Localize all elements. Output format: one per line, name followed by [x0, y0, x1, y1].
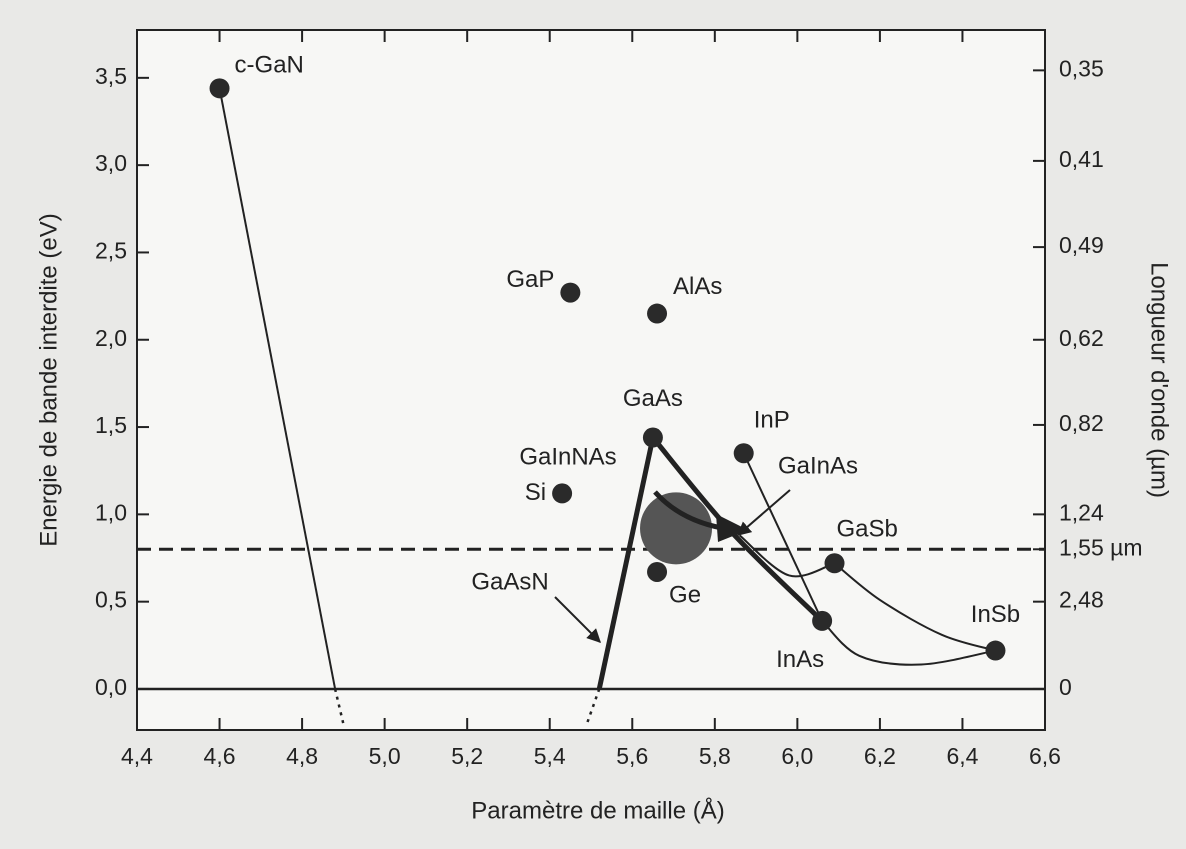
point: [560, 282, 581, 303]
x-tick-label: 5,8: [699, 743, 731, 769]
region-label: GaInNAs: [519, 443, 616, 470]
point-label: AlAs: [673, 273, 722, 300]
point: [647, 303, 668, 324]
point-label: GaSb: [837, 516, 898, 543]
curve: [333, 688, 345, 725]
y-tick-label: 1,0: [95, 499, 127, 525]
x-axis-label: Paramètre de maille (Å): [471, 796, 724, 824]
y2-tick-label: 0,41: [1059, 146, 1104, 172]
point-label: c-GaN: [235, 52, 304, 79]
plot-area: [136, 29, 1046, 731]
x-tick-label: 6,0: [781, 743, 813, 769]
x-tick-label: 5,6: [616, 743, 648, 769]
y2-tick-label: 0,62: [1059, 325, 1104, 351]
x-tick-label: 4,6: [204, 743, 236, 769]
curve: [585, 688, 601, 725]
point: [824, 553, 845, 574]
y2-tick-label: 0,82: [1059, 410, 1104, 436]
y-tick-label: 3,0: [95, 150, 127, 176]
annotation: GaInAs: [778, 452, 858, 479]
point-label: InSb: [971, 601, 1020, 628]
curve: [596, 437, 656, 690]
region-arrow: [653, 490, 723, 531]
y2-tick-label: 2,48: [1059, 587, 1104, 613]
point-label: Ge: [669, 581, 701, 608]
curve: [218, 88, 337, 690]
point: [209, 78, 230, 99]
x-tick-label: 5,4: [534, 743, 566, 769]
point-label: InP: [754, 407, 790, 434]
x-tick-label: 6,6: [1029, 743, 1061, 769]
y-tick-label: 3,5: [95, 63, 127, 89]
x-tick-label: 5,0: [369, 743, 401, 769]
point: [812, 610, 833, 631]
curve: [738, 534, 835, 578]
point-label: InAs: [776, 646, 824, 673]
point-label: GaP: [506, 266, 554, 293]
point: [985, 640, 1006, 661]
y2-tick-label: 1,55 µm: [1059, 534, 1143, 560]
y-tick-label: 0,0: [95, 674, 127, 700]
region: [640, 492, 713, 565]
point: [642, 427, 663, 448]
annotation: GaAsN: [471, 568, 548, 595]
x-tick-label: 5,2: [451, 743, 483, 769]
y-tick-label: 2,0: [95, 325, 127, 351]
x-tick-label: 4,4: [121, 743, 153, 769]
x-tick-label: 4,8: [286, 743, 318, 769]
point: [647, 561, 668, 582]
y-tick-label: 0,5: [95, 587, 127, 613]
point: [733, 443, 754, 464]
y2-tick-label: 0,49: [1059, 232, 1104, 258]
region-arrowhead: [716, 514, 748, 542]
curve: [742, 452, 824, 622]
y2-tick-label: 1,24: [1059, 499, 1104, 525]
point: [552, 483, 573, 504]
annotation-arrow: [736, 489, 791, 536]
annotation-arrow: [554, 596, 601, 643]
curve: [833, 562, 996, 652]
x-tick-label: 6,4: [946, 743, 978, 769]
point-label: GaAs: [623, 385, 683, 412]
y-tick-label: 2,5: [95, 238, 127, 264]
curve: [821, 620, 996, 666]
y2-axis-label: Longueur d'onde (µm): [1146, 262, 1173, 498]
y-tick-label: 1,5: [95, 412, 127, 438]
y-axis-label: Energie de bande interdite (eV): [35, 213, 62, 547]
x-tick-label: 6,2: [864, 743, 896, 769]
y2-tick-label: 0,35: [1059, 55, 1104, 81]
y2-tick-label: 0: [1059, 674, 1072, 700]
point-label: Si: [525, 479, 546, 506]
